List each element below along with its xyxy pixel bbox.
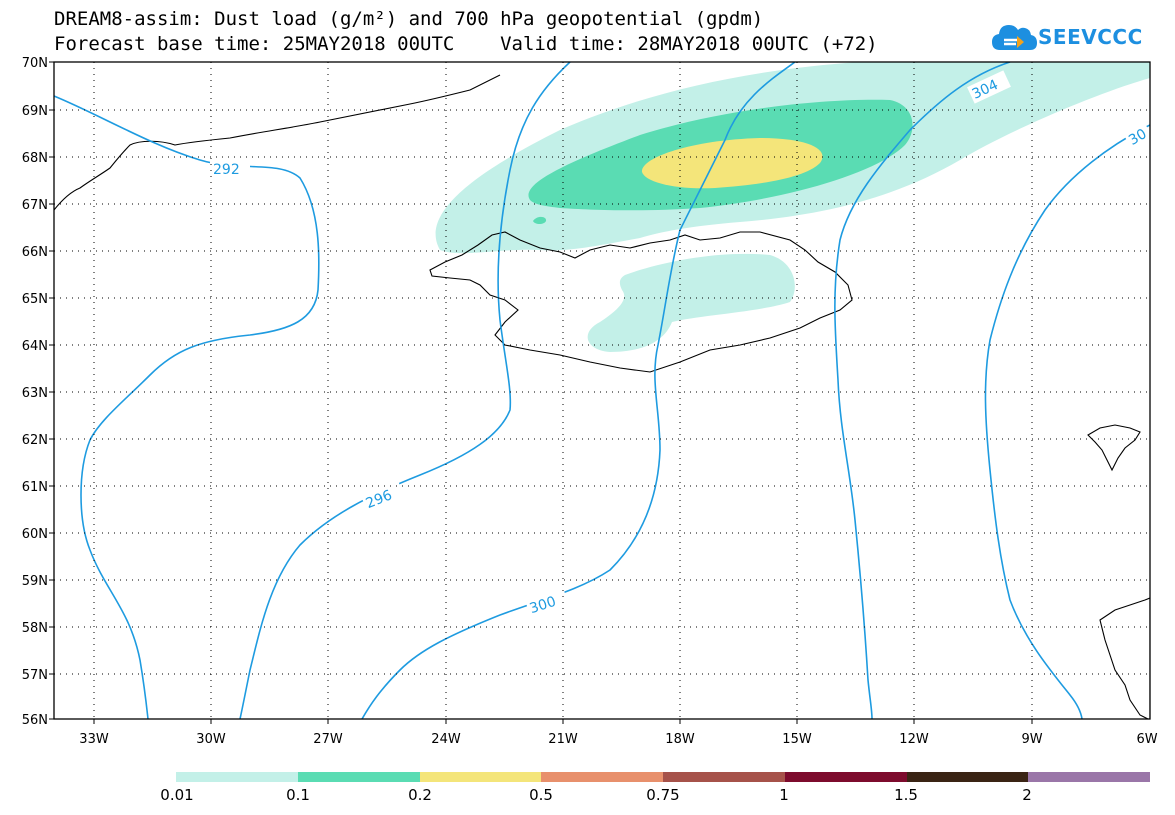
legend-swatch [541, 772, 663, 782]
lat-label: 58N [22, 621, 48, 636]
contour-300 [361, 62, 796, 719]
lon-label: 21W [548, 732, 578, 747]
lon-label: 15W [782, 732, 812, 747]
lat-label: 69N [22, 104, 48, 119]
legend-label: 0.5 [529, 786, 553, 804]
legend-swatch [297, 772, 420, 782]
lat-label: 65N [22, 292, 48, 307]
lon-label: 33W [79, 732, 109, 747]
logo-text: SEEVCCC [1038, 25, 1143, 49]
colorbar-legend [176, 772, 1150, 782]
contour-292 [54, 95, 320, 719]
legend-swatch [784, 772, 907, 782]
lon-label: 27W [313, 732, 343, 747]
contour-308 [984, 124, 1150, 719]
legend-label: 0.1 [286, 786, 310, 804]
legend-swatch [419, 772, 542, 782]
coastlines [54, 74, 1150, 719]
longitude-labels: 33W 30W 27W 24W 21W 18W 15W 12W 9W 6W [79, 732, 1157, 747]
lat-label: 67N [22, 198, 48, 213]
contour-label-296: 296 [364, 487, 395, 512]
axis-ticks [49, 61, 1033, 724]
legend-label: 2 [1022, 786, 1032, 804]
legend-swatch [176, 772, 298, 782]
lon-label: 18W [665, 732, 695, 747]
cloud-logo-icon [992, 25, 1037, 50]
lat-label: 63N [22, 386, 48, 401]
colorbar-labels: 0.01 0.1 0.2 0.5 0.75 1 1.5 2 [0, 786, 1175, 806]
lon-label: 6W [1136, 732, 1157, 747]
legend-swatch [906, 772, 1029, 782]
title-line-1: DREAM8-assim: Dust load (g/m²) and 700 h… [54, 8, 764, 30]
lat-label: 57N [22, 668, 48, 683]
title-line-2: Forecast base time: 25MAY2018 00UTC Vali… [54, 33, 878, 55]
lat-label: 66N [22, 245, 48, 260]
legend-label: 1 [779, 786, 789, 804]
contour-304 [834, 62, 1011, 719]
lat-label: 62N [22, 433, 48, 448]
lon-label: 30W [196, 732, 226, 747]
dust-area-0.1-small [533, 216, 547, 224]
lat-label: 59N [22, 574, 48, 589]
iceland-coast [429, 231, 853, 373]
greenland-coast [54, 74, 501, 211]
norway-coast [1099, 597, 1150, 719]
seevccc-logo: SEEVCCC [990, 16, 1150, 60]
legend-label: 1.5 [894, 786, 918, 804]
lat-label: 70N [22, 56, 48, 71]
lon-label: 9W [1021, 732, 1042, 747]
legend-swatch [663, 772, 785, 782]
contour-296 [239, 62, 571, 719]
lat-label: 68N [22, 151, 48, 166]
legend-label: 0.75 [646, 786, 680, 804]
lon-label: 12W [899, 732, 929, 747]
lat-label: 56N [22, 713, 48, 728]
lat-label: 61N [22, 480, 48, 495]
map-frame [53, 61, 1151, 720]
dust-area-0.2 [641, 138, 823, 189]
latitude-labels: 70N 69N 68N 67N 66N 65N 64N 63N 62N 61N … [22, 56, 48, 728]
legend-swatch [1028, 772, 1150, 782]
lat-label: 60N [22, 527, 48, 542]
dust-area-0.01-land [587, 253, 795, 352]
contour-label-308: 30 [1126, 126, 1149, 149]
scotland-coast [1087, 424, 1141, 472]
lon-label: 24W [431, 732, 461, 747]
legend-label: 0.01 [160, 786, 194, 804]
legend-label: 0.2 [408, 786, 432, 804]
lat-label: 64N [22, 339, 48, 354]
contour-label-300: 300 [528, 594, 558, 617]
contour-label-292: 292 [213, 162, 240, 178]
